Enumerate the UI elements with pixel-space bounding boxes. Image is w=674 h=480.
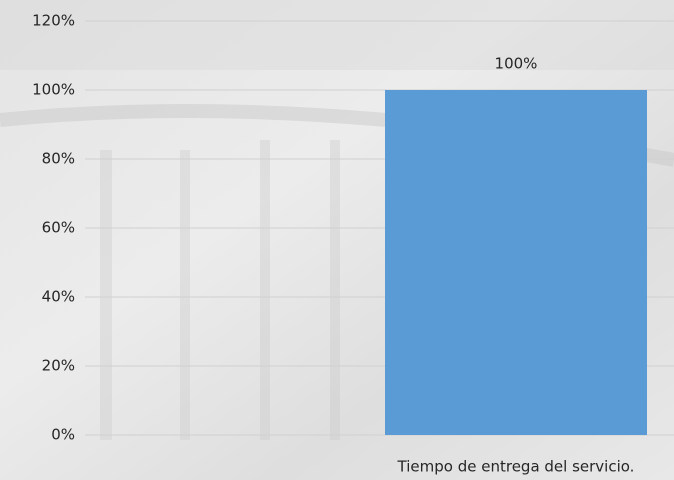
y-tick-label: 60%	[42, 219, 75, 237]
y-tick-label: 0%	[51, 426, 75, 444]
x-tick-label: Tiempo de entrega del servicio.	[397, 458, 635, 476]
y-tick-label: 120%	[32, 12, 75, 30]
y-tick-label: 40%	[42, 288, 75, 306]
bar	[385, 90, 647, 435]
y-tick-label: 20%	[42, 357, 75, 375]
data-label: 100%	[495, 55, 538, 73]
y-tick-label: 80%	[42, 150, 75, 168]
y-tick-label: 100%	[32, 81, 75, 99]
